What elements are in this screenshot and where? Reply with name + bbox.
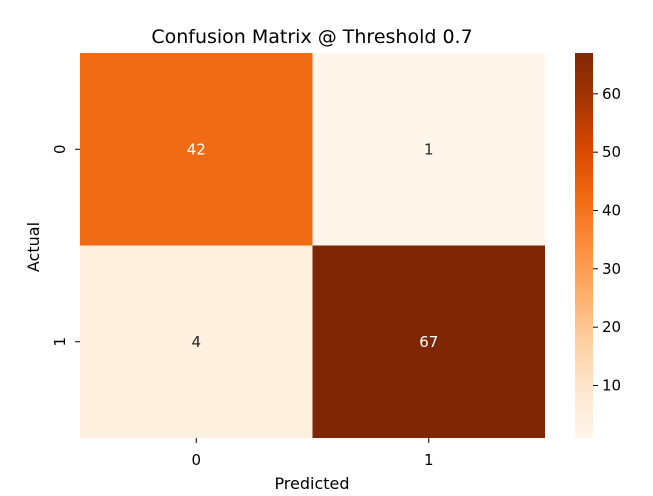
cell-value-label-1-0: 4 bbox=[191, 333, 201, 351]
cell-value-label-1-1: 67 bbox=[419, 333, 438, 351]
chart-title: Confusion Matrix @ Threshold 0.7 bbox=[151, 26, 472, 48]
x-axis-label: Predicted bbox=[274, 474, 349, 492]
heatmap-cell-0-0 bbox=[80, 53, 313, 246]
y-tick-label-1: 1 bbox=[51, 337, 69, 347]
colorbar-tick-label-2: 30 bbox=[602, 260, 621, 278]
colorbar-ticks: 10 20 30 40 50 60 bbox=[593, 85, 621, 395]
colorbar-tick-label-3: 40 bbox=[602, 202, 621, 220]
heatmap-cell-0-1 bbox=[312, 53, 545, 246]
y-axis-ticks: 01 bbox=[51, 144, 80, 347]
colorbar-tick-label-0: 10 bbox=[602, 377, 621, 395]
heatmap-cell-1-0 bbox=[80, 245, 313, 438]
cell-value-label-0-0: 42 bbox=[187, 140, 206, 158]
heatmap-cells: 42 1 4 67 bbox=[80, 53, 545, 438]
y-axis-label: Actual bbox=[24, 222, 43, 272]
x-tick-label-1: 1 bbox=[424, 451, 434, 469]
y-tick-label-0: 0 bbox=[51, 144, 69, 154]
x-tick-label-0: 0 bbox=[191, 451, 201, 469]
colorbar-tick-label-5: 60 bbox=[602, 85, 621, 103]
colorbar-tick-label-1: 20 bbox=[602, 318, 621, 336]
colorbar-tick-label-4: 50 bbox=[602, 143, 621, 161]
heatmap-cell-1-1 bbox=[312, 245, 545, 438]
colorbar bbox=[575, 53, 593, 438]
cell-value-label-0-1: 1 bbox=[424, 140, 434, 158]
